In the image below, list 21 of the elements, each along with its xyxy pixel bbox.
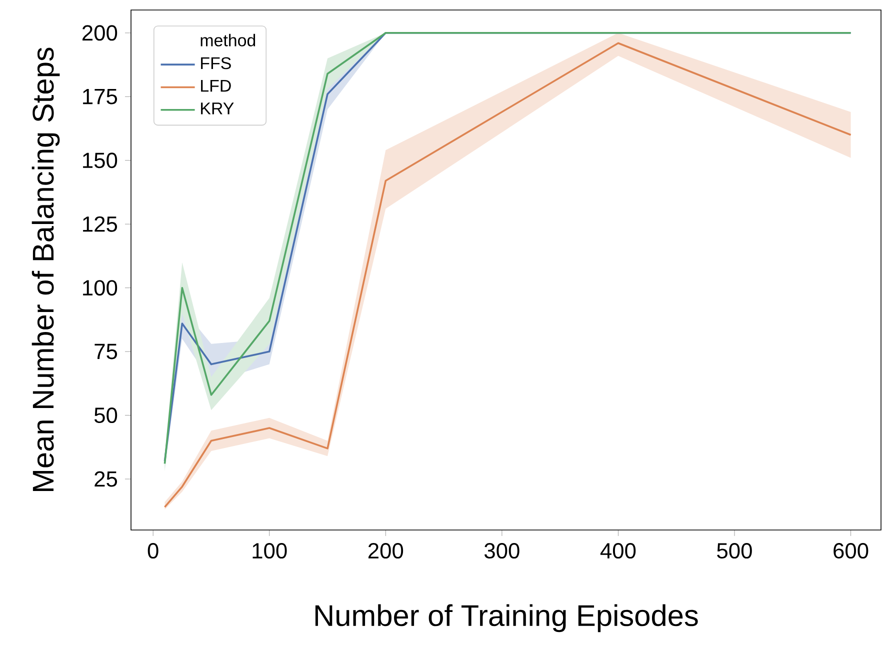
x-tick-label: 200 [368,543,404,559]
y-tick-label: 125 [83,216,118,232]
legend-label: LFD [201,80,231,92]
x-tick-label: 400 [600,543,636,559]
x-tick-label: 0 [148,543,158,559]
y-tick-label: 25 [94,471,118,487]
y-tick-label: 75 [94,344,118,360]
y-tick-label: 200 [82,25,118,41]
y-axis-title: Mean Number of Balancing Steps [32,48,60,491]
y-tick-label: 50 [94,408,118,424]
x-tick-label: 300 [484,543,520,559]
legend-label: FFS [201,57,231,70]
y-tick-label: 175 [83,89,118,104]
legend-title: method [200,34,256,46]
x-tick-label: 600 [834,543,868,559]
x-tick-label: 500 [717,543,752,559]
x-axis-title: Number of Training Episodes [315,604,698,632]
legend-label: KRY [201,102,234,114]
y-tick-label: 150 [83,152,118,168]
y-tick-label: 100 [83,280,118,296]
x-tick-label: 100 [252,543,287,559]
